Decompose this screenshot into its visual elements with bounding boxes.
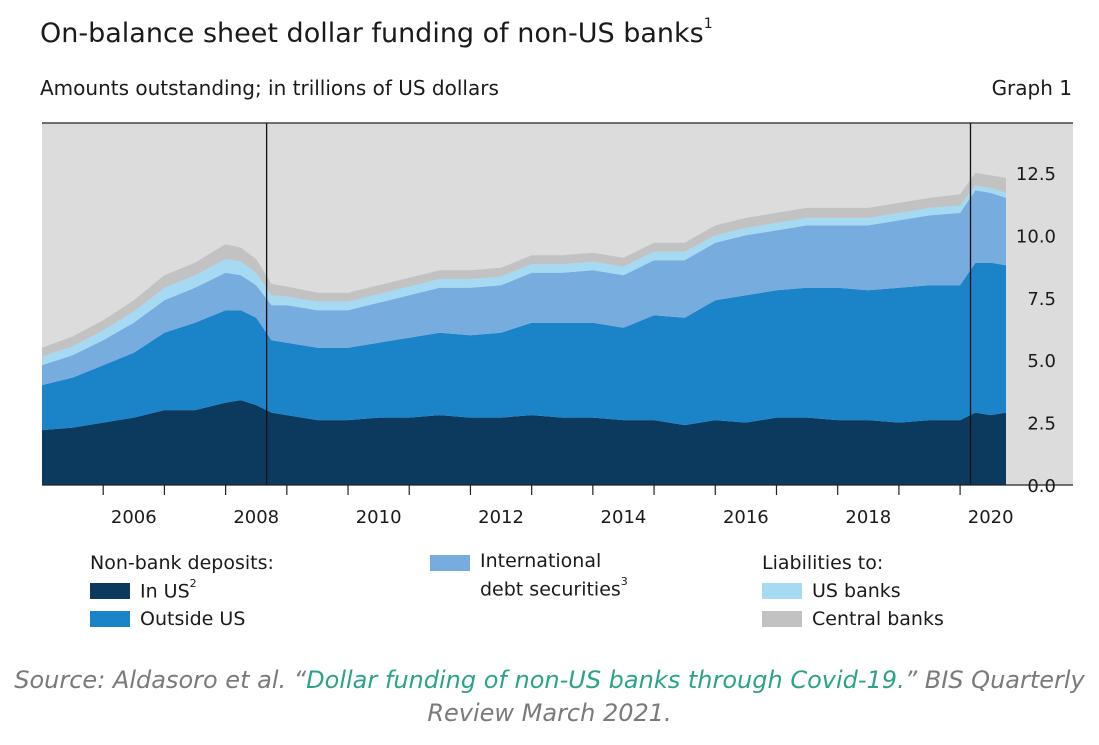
area-series-us-banks: [42, 185, 1006, 366]
legend-label-outside-us: Outside US: [140, 608, 246, 630]
chart-title-text: On-balance sheet dollar funding of non-U…: [40, 18, 704, 49]
source-caption: Source: Aldasoro et al. “Dollar funding …: [0, 664, 1099, 730]
legend-footnote-in-us: 2: [189, 576, 197, 590]
legend-heading-deposits: Non-bank deposits:: [90, 552, 274, 574]
area-series-in-us: [42, 400, 1006, 485]
x-tick-label: 2010: [356, 507, 402, 528]
x-tick-label: 2012: [478, 507, 524, 528]
x-tick-label: 2016: [723, 507, 769, 528]
legend-group-ids: International debt securities3: [430, 549, 628, 601]
source-suffix: ” BIS Quarterly Review March 2021.: [427, 666, 1085, 727]
legend-group-deposits: Non-bank deposits: In US2 Outside US: [90, 549, 274, 633]
x-tick-label: 2006: [111, 507, 157, 528]
y-tick-label: 5.0: [1027, 351, 1056, 372]
source-link[interactable]: Dollar funding of non-US banks through C…: [306, 666, 905, 694]
x-tick-label: 2008: [233, 507, 279, 528]
legend-item-central-banks: Central banks: [762, 605, 944, 633]
x-tick-label: 2020: [968, 507, 1014, 528]
title-footnote: 1: [703, 16, 713, 32]
legend-item-in-us: In US2: [90, 577, 274, 605]
x-tick-label: 2014: [601, 507, 647, 528]
area-series-international-debt-securities: [42, 190, 1006, 386]
legend-swatch-central-banks: [762, 611, 802, 627]
y-tick-label: 7.5: [1027, 289, 1056, 310]
chart-subtitle: Amounts outstanding; in trillions of US …: [40, 76, 499, 100]
legend-label-central-banks: Central banks: [812, 608, 944, 630]
legend-label-ids-2: debt securities: [480, 578, 621, 601]
legend-label-ids-1: International: [480, 550, 602, 572]
legend-swatch-us-banks: [762, 583, 802, 599]
legend-swatch-outside-us: [90, 611, 130, 627]
x-tick-label: 2018: [845, 507, 891, 528]
chart-title: On-balance sheet dollar funding of non-U…: [40, 16, 713, 49]
area-series-outside-us: [42, 262, 1006, 431]
legend-swatch-ids: [430, 555, 470, 571]
legend-item-ids: International debt securities3: [430, 549, 628, 601]
y-tick-label: 10.0: [1016, 226, 1056, 247]
source-prefix: Source: Aldasoro et al. “: [14, 666, 307, 694]
y-tick-label: 12.5: [1016, 164, 1056, 185]
legend-label-us-banks: US banks: [812, 580, 901, 602]
y-tick-label: 0.0: [1027, 476, 1056, 497]
legend-label-in-us: In US: [140, 580, 190, 603]
legend-heading-liabilities: Liabilities to:: [762, 552, 884, 574]
legend-footnote-ids: 3: [620, 575, 628, 588]
legend-swatch-in-us: [90, 583, 130, 599]
legend-item-outside-us: Outside US: [90, 605, 274, 633]
legend-item-us-banks: US banks: [762, 577, 944, 605]
y-tick-label: 2.5: [1027, 414, 1056, 435]
area-series-central-banks: [42, 172, 1006, 357]
graph-number: Graph 1: [991, 76, 1072, 100]
legend-group-liabilities: Liabilities to: US banks Central banks: [762, 549, 944, 633]
